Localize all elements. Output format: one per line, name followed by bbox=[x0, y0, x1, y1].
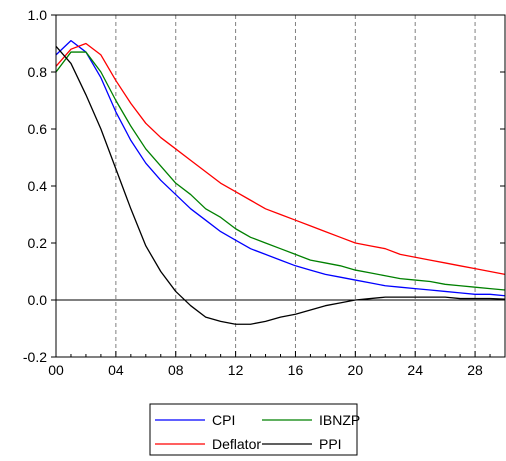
legend-label-ppi: PPI bbox=[319, 436, 342, 452]
y-tick-label: 0.6 bbox=[28, 121, 48, 137]
x-tick-label: 08 bbox=[168, 362, 184, 378]
x-tick-label: 16 bbox=[288, 362, 304, 378]
x-tick-label: 28 bbox=[467, 362, 483, 378]
y-tick-label: 0.4 bbox=[28, 178, 48, 194]
series-line-cpi bbox=[55, 40, 506, 297]
y-tick-label: 0.2 bbox=[28, 235, 48, 251]
tick-labels: -0.2 0.0 0.2 0.4 0.6 0.8 1.0 00 04 08 12 16 20 24 28 bbox=[23, 7, 483, 378]
x-tick-label: 20 bbox=[348, 362, 364, 378]
series-lines bbox=[55, 40, 506, 325]
axis-ticks bbox=[51, 14, 506, 358]
plot-frame bbox=[55, 14, 506, 358]
series-line-ibnzp bbox=[55, 51, 506, 291]
y-tick-label: 1.0 bbox=[28, 7, 48, 23]
legend-label-ibnzp: IBNZP bbox=[319, 412, 360, 428]
x-tick-label: 00 bbox=[48, 362, 64, 378]
y-tick-label: 0.0 bbox=[28, 292, 48, 308]
vertical-grid bbox=[115, 15, 476, 357]
legend-label-deflator: Deflator bbox=[212, 436, 261, 452]
series-line-deflator bbox=[55, 42, 506, 275]
x-tick-label: 12 bbox=[228, 362, 244, 378]
x-tick-label: 04 bbox=[108, 362, 124, 378]
legend-box bbox=[149, 403, 358, 456]
legend-label-cpi: CPI bbox=[212, 412, 235, 428]
x-tick-label: 24 bbox=[407, 362, 423, 378]
y-tick-label: -0.2 bbox=[23, 349, 47, 365]
series-line-ppi bbox=[55, 45, 506, 325]
y-tick-label: 0.8 bbox=[28, 64, 48, 80]
legend: CPI IBNZP Deflator PPI bbox=[149, 403, 360, 456]
